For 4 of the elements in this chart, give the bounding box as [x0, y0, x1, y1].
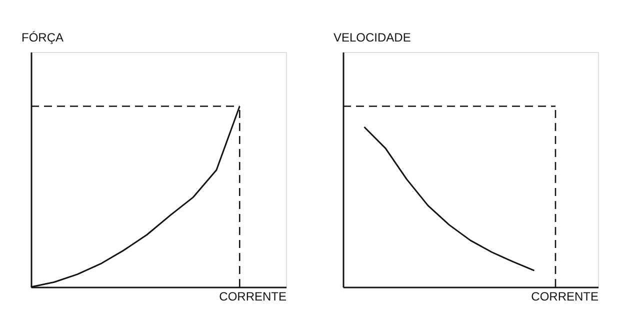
y-axis-title: VELOCIDADE [334, 30, 411, 44]
y-axis-title: FÓRÇA [22, 30, 64, 44]
x-axis-title: CORRENTE [531, 290, 598, 304]
x-axis-title: CORRENTE [219, 290, 286, 304]
